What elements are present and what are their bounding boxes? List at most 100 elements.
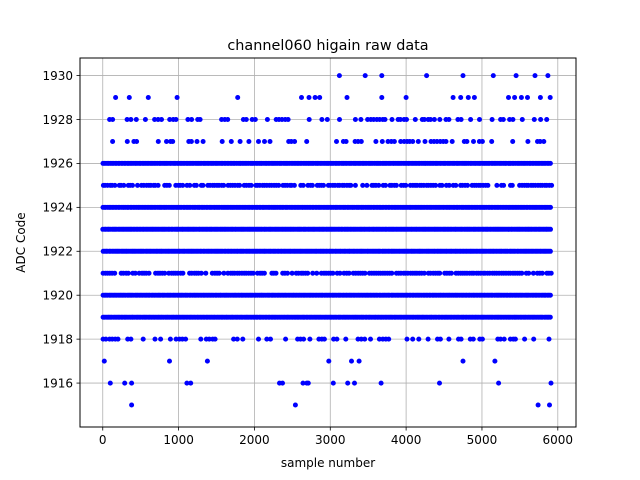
data-point [134, 139, 140, 144]
data-point [235, 95, 241, 100]
data-point [489, 139, 495, 144]
data-point [101, 358, 107, 364]
data-point [453, 182, 459, 188]
data-point [403, 182, 409, 188]
data-point [519, 117, 525, 122]
data-point [142, 117, 148, 122]
data-point [513, 73, 519, 79]
data-point [184, 380, 190, 386]
data-point [305, 270, 311, 276]
data-point [292, 402, 298, 408]
data-point [285, 117, 291, 122]
data-point [389, 117, 395, 122]
data-point [310, 270, 316, 276]
data-point [348, 182, 354, 188]
y-tick-label: 1916 [42, 376, 73, 390]
data-point [522, 336, 528, 342]
data-point [437, 380, 442, 386]
data-point [305, 380, 311, 386]
data-point [443, 139, 449, 144]
data-point [273, 270, 279, 276]
y-tick-label: 1928 [42, 113, 73, 127]
data-point [133, 117, 139, 122]
data-point [415, 139, 421, 144]
data-point [352, 182, 358, 188]
y-tick-label: 1920 [42, 289, 73, 303]
data-point [439, 182, 445, 188]
data-point [194, 139, 200, 144]
data-point [437, 270, 443, 276]
data-point [129, 402, 135, 408]
data-point [158, 336, 164, 342]
data-point [410, 336, 416, 342]
data-point [345, 380, 351, 386]
data-point [539, 270, 545, 276]
x-tick-label: 4000 [391, 433, 422, 447]
data-point [421, 270, 427, 276]
data-point [231, 336, 237, 342]
data-point [433, 182, 439, 188]
data-point [512, 336, 518, 342]
data-point [358, 139, 364, 144]
data-point [471, 139, 476, 144]
data-point [485, 182, 491, 188]
data-point [547, 95, 553, 100]
data-point [548, 270, 554, 276]
data-point [378, 380, 384, 386]
data-point [537, 139, 543, 144]
data-point [537, 95, 543, 100]
data-point [428, 117, 433, 122]
data-point [501, 336, 507, 342]
data-point [379, 139, 385, 144]
data-point [167, 117, 173, 122]
data-point [410, 139, 416, 144]
data-point [200, 182, 206, 188]
data-point [326, 358, 332, 364]
data-point [225, 117, 231, 122]
data-point [122, 380, 128, 386]
data-point [530, 270, 536, 276]
data-point [490, 73, 496, 79]
data-point [304, 139, 310, 144]
data-point [548, 226, 553, 232]
data-point [173, 117, 179, 122]
data-point [512, 95, 518, 100]
data-point [337, 270, 343, 276]
data-point [352, 380, 357, 386]
data-point [330, 380, 336, 386]
data-point [448, 270, 454, 276]
data-point [465, 95, 471, 100]
data-point [376, 182, 382, 188]
data-point [212, 336, 218, 342]
data-point [188, 139, 194, 144]
data-point [256, 139, 261, 144]
data-point [519, 270, 525, 276]
data-point [477, 117, 482, 122]
data-point [307, 336, 313, 342]
data-point [547, 248, 553, 254]
x-axis-label: sample number [281, 456, 375, 470]
data-point [183, 336, 189, 342]
data-point [243, 117, 249, 122]
data-point [198, 270, 204, 276]
data-point [545, 73, 551, 79]
data-point [368, 336, 373, 342]
data-point [234, 336, 240, 342]
data-point [547, 160, 553, 166]
data-point [531, 117, 537, 122]
data-point [421, 117, 427, 122]
data-point [498, 336, 503, 342]
data-point [525, 95, 530, 100]
data-point [301, 336, 307, 342]
data-point [538, 117, 544, 122]
data-point [292, 139, 298, 144]
data-point [237, 139, 243, 144]
data-point [262, 139, 267, 144]
data-point [492, 358, 498, 364]
data-point [532, 73, 538, 79]
data-point [291, 182, 297, 188]
data-point [494, 182, 500, 188]
data-point [479, 336, 485, 342]
data-point [219, 139, 225, 144]
